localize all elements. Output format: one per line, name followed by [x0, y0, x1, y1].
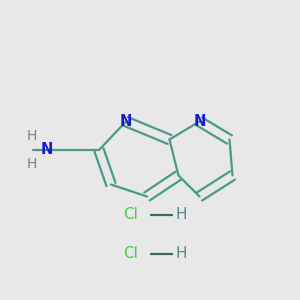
Text: H: H — [176, 207, 187, 222]
Text: H: H — [26, 158, 37, 172]
Text: N: N — [193, 114, 206, 129]
Text: N: N — [120, 114, 132, 129]
Text: N: N — [40, 142, 53, 158]
Text: H: H — [176, 246, 187, 261]
Text: Cl: Cl — [123, 246, 138, 261]
Text: Cl: Cl — [123, 207, 138, 222]
Text: H: H — [26, 128, 37, 142]
